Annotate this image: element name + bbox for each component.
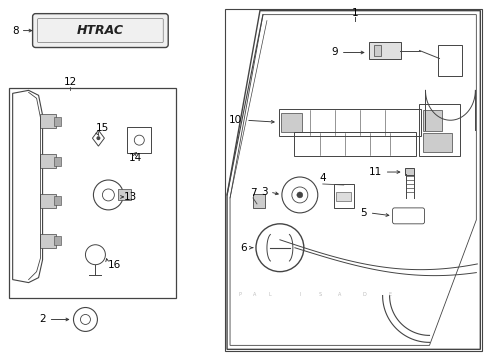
FancyBboxPatch shape	[368, 41, 400, 59]
Text: A: A	[253, 292, 257, 297]
Text: 14: 14	[128, 153, 142, 163]
Text: 16: 16	[107, 260, 121, 270]
Text: 11: 11	[368, 167, 382, 177]
Text: D: D	[363, 292, 367, 297]
Text: 8: 8	[12, 26, 19, 36]
FancyBboxPatch shape	[54, 197, 61, 206]
FancyBboxPatch shape	[40, 194, 55, 208]
Circle shape	[97, 136, 100, 140]
FancyBboxPatch shape	[253, 194, 265, 208]
FancyBboxPatch shape	[33, 14, 168, 48]
Bar	[9, 88, 176, 298]
Text: 13: 13	[123, 192, 137, 202]
FancyBboxPatch shape	[405, 167, 414, 175]
Text: 5: 5	[360, 208, 367, 218]
Text: E: E	[388, 292, 391, 297]
Text: L: L	[269, 292, 271, 297]
Text: 3: 3	[261, 187, 268, 197]
Text: A: A	[338, 292, 342, 297]
FancyBboxPatch shape	[40, 114, 55, 128]
FancyBboxPatch shape	[40, 154, 55, 168]
Text: P: P	[239, 292, 242, 297]
FancyBboxPatch shape	[423, 133, 452, 152]
FancyBboxPatch shape	[374, 45, 381, 56]
FancyBboxPatch shape	[118, 189, 131, 201]
FancyBboxPatch shape	[54, 117, 61, 126]
Text: 9: 9	[331, 48, 338, 58]
Text: 4: 4	[319, 173, 326, 183]
Text: 2: 2	[39, 314, 46, 324]
Text: I: I	[299, 292, 300, 297]
FancyBboxPatch shape	[40, 234, 55, 248]
Text: 1: 1	[351, 8, 358, 18]
Text: 7: 7	[250, 188, 256, 198]
FancyBboxPatch shape	[54, 236, 61, 245]
FancyBboxPatch shape	[281, 113, 302, 132]
FancyBboxPatch shape	[423, 110, 442, 131]
Text: S: S	[318, 292, 321, 297]
FancyBboxPatch shape	[54, 157, 61, 166]
Text: 15: 15	[96, 123, 109, 133]
Text: 6: 6	[241, 243, 247, 253]
Text: 10: 10	[229, 115, 242, 125]
Bar	[225, 9, 482, 351]
Text: 12: 12	[64, 77, 77, 87]
Text: HTRAC: HTRAC	[77, 24, 124, 37]
FancyBboxPatch shape	[336, 193, 351, 201]
Circle shape	[297, 192, 303, 198]
